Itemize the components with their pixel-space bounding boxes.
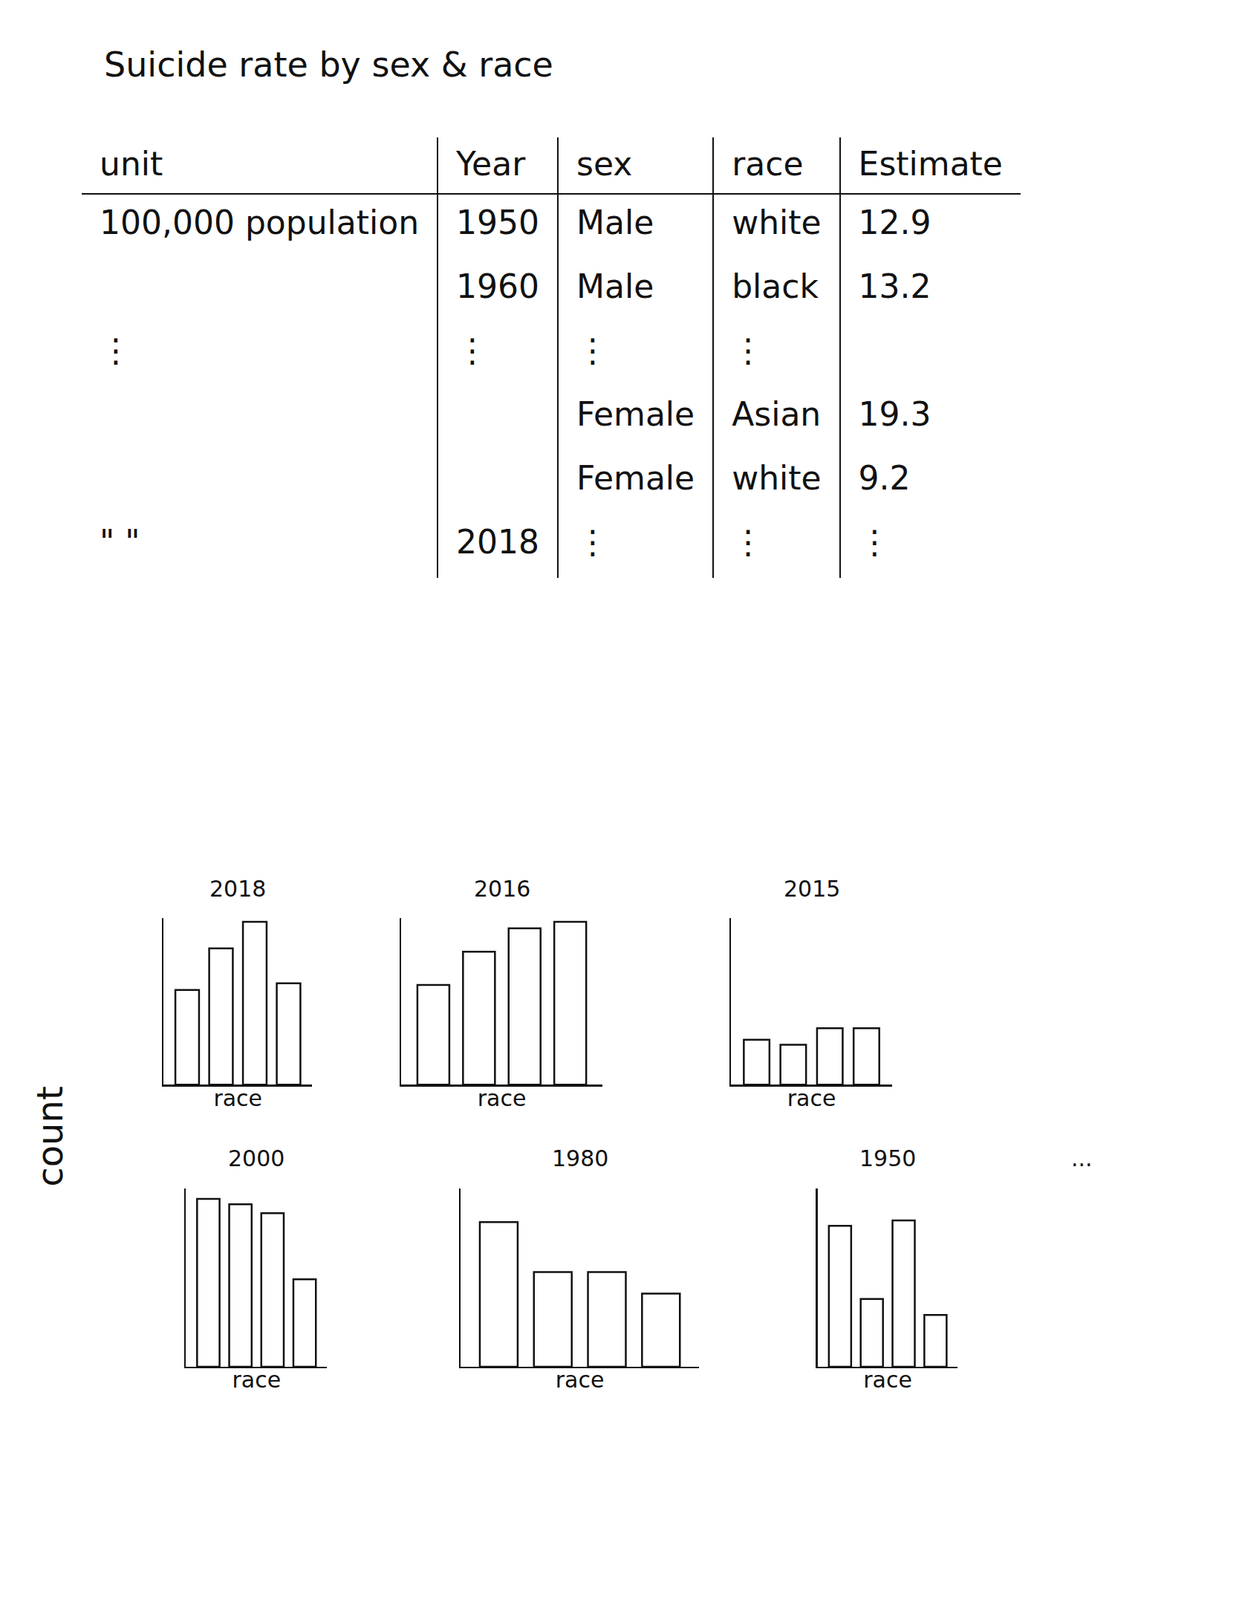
html-text:100,000 population: 100,000 population [99,203,420,242]
html-text:19.3: 19.3 [858,395,932,434]
svg-text:race: race [863,1366,913,1393]
svg-text:2016: 2016 [473,875,531,902]
svg-text:race: race [477,1085,527,1112]
html-text:Male: Male [576,267,654,306]
svg-text:race: race [555,1366,605,1393]
svg-text:2018: 2018 [209,875,266,902]
svg-text:count: count [28,1085,71,1187]
svg-text:race: race [231,1366,281,1393]
html-text:2018: 2018 [456,522,540,561]
svg-text:race: race [787,1085,837,1112]
html-text:Asian: Asian [731,395,822,434]
svg-text:1950: 1950 [859,1145,916,1172]
html-text:1960: 1960 [456,267,540,306]
html-text:white: white [731,203,822,242]
html-text:Female: Female [576,459,695,497]
svg-text:...: ... [1071,1145,1093,1172]
html-text:1950: 1950 [456,203,540,242]
html-text:9.2: 9.2 [858,459,911,497]
html-text:Estimate: Estimate [858,144,1003,183]
html-text:Year: Year [456,144,526,183]
svg-text:race: race [213,1085,263,1112]
html-text:unit: unit [99,144,163,183]
html-text:13.2: 13.2 [858,267,932,306]
html-text:race: race [731,144,804,183]
svg-text:1980: 1980 [551,1145,609,1172]
svg-text:2000: 2000 [228,1145,285,1172]
html-text:12.9: 12.9 [858,203,932,242]
html-text:black: black [731,267,819,306]
svg-text:2015: 2015 [783,875,841,902]
html-text:Suicide rate by sex & race: Suicide rate by sex & race [103,44,554,85]
html-text:Male: Male [576,203,654,242]
html-text:white: white [731,459,822,497]
html-text:sex: sex [576,144,633,183]
html-text:Female: Female [576,395,695,434]
